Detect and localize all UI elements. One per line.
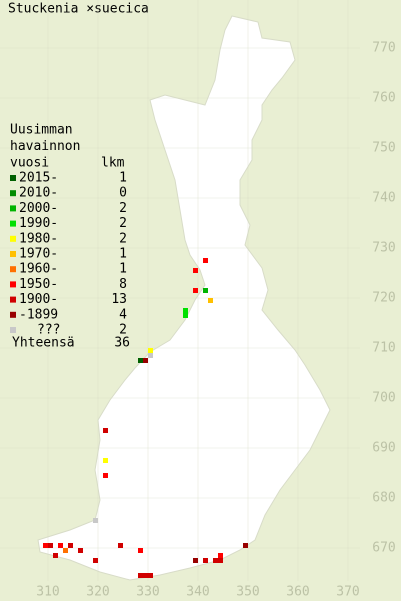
legend-label: 1960- xyxy=(19,262,58,277)
y-tick-label: 710 xyxy=(372,341,395,356)
occurrence-square xyxy=(148,573,153,578)
occurrence-square xyxy=(118,543,123,548)
legend-heading: havainnon xyxy=(10,139,80,154)
legend-label: 2010- xyxy=(19,186,58,201)
occurrence-square xyxy=(93,518,98,523)
occurrence-square xyxy=(183,308,188,313)
occurrence-square xyxy=(203,258,208,263)
legend-swatch xyxy=(10,266,16,273)
legend-label: 1900- xyxy=(19,292,58,307)
occurrence-square xyxy=(183,313,188,318)
occurrence-square xyxy=(103,473,108,478)
occurrence-square xyxy=(218,553,223,558)
occurrence-square xyxy=(243,543,248,548)
legend-count: 2 xyxy=(119,216,127,231)
y-tick-label: 690 xyxy=(372,441,395,456)
legend-swatch xyxy=(10,220,16,227)
y-tick-label: 700 xyxy=(372,391,395,406)
x-tick-label: 320 xyxy=(86,585,109,600)
occurrence-square xyxy=(43,543,48,548)
occurrence-square xyxy=(48,543,53,548)
legend-count: 1 xyxy=(119,262,127,277)
legend-count: 2 xyxy=(119,231,127,246)
legend-swatch xyxy=(10,327,16,333)
legend-swatch xyxy=(10,251,16,257)
legend-swatch xyxy=(10,296,16,303)
legend-count: 4 xyxy=(119,307,127,322)
y-tick-label: 740 xyxy=(372,191,395,206)
legend-label: 2015- xyxy=(19,171,58,186)
legend-total-label: Yhteensä xyxy=(12,336,75,351)
occurrence-square xyxy=(193,558,198,563)
title: Stuckenia ×suecica xyxy=(8,2,149,17)
occurrence-square xyxy=(93,558,98,563)
occurrence-square xyxy=(103,428,108,433)
x-tick-label: 360 xyxy=(286,585,309,600)
legend-heading: vuosi xyxy=(10,156,49,171)
occurrence-square xyxy=(143,358,148,363)
x-tick-label: 370 xyxy=(336,585,359,600)
occurrence-square xyxy=(148,348,153,353)
occurrence-square xyxy=(208,298,213,303)
y-tick-label: 770 xyxy=(372,41,395,56)
y-tick-label: 680 xyxy=(372,491,395,506)
legend-swatch xyxy=(10,205,16,212)
legend-swatch xyxy=(10,175,16,181)
occurrence-square xyxy=(203,288,208,293)
occurrence-square xyxy=(58,543,63,548)
occurrence-square xyxy=(138,548,143,553)
occurrence-square xyxy=(143,573,148,578)
legend-count: 1 xyxy=(119,247,127,262)
legend-count: 8 xyxy=(119,277,127,292)
legend-swatch xyxy=(10,281,16,288)
y-tick-label: 760 xyxy=(372,91,395,106)
legend-label: -1899 xyxy=(19,307,58,322)
legend-swatch xyxy=(10,235,16,242)
occurrence-square xyxy=(78,548,83,553)
x-tick-label: 350 xyxy=(236,585,259,600)
legend-count: 2 xyxy=(119,323,127,338)
legend-label: 1990- xyxy=(19,216,58,231)
legend-count: 2 xyxy=(119,201,127,216)
legend-count-heading: lkm xyxy=(101,156,125,171)
legend-swatch xyxy=(10,311,16,318)
occurrence-square xyxy=(63,548,68,553)
occurrence-square xyxy=(193,268,198,273)
legend-heading: Uusimman xyxy=(10,123,73,138)
legend-swatch xyxy=(10,190,16,197)
occurrence-square xyxy=(103,458,108,463)
y-tick-label: 730 xyxy=(372,241,395,256)
finland-outline xyxy=(37,15,331,581)
legend-count: 1 xyxy=(119,171,127,186)
legend-label: 1980- xyxy=(19,231,58,246)
legend-count: 13 xyxy=(111,292,127,307)
legend-count: 0 xyxy=(119,186,127,201)
occurrence-square xyxy=(53,553,58,558)
occurrence-square xyxy=(203,558,208,563)
occurrence-square xyxy=(193,288,198,293)
occurrence-square xyxy=(148,353,153,358)
occurrence-square xyxy=(138,573,143,578)
occurrence-square xyxy=(213,558,218,563)
legend-total: 36 xyxy=(114,336,130,351)
legend-label: 1970- xyxy=(19,247,58,262)
occurrence-square xyxy=(218,558,223,563)
legend-label: ??? xyxy=(37,323,60,338)
x-tick-label: 330 xyxy=(136,585,159,600)
legend-label: 2000- xyxy=(19,201,58,216)
occurrence-square xyxy=(68,543,73,548)
occurrence-square xyxy=(138,358,143,363)
x-tick-label: 310 xyxy=(36,585,59,600)
x-tick-label: 340 xyxy=(186,585,209,600)
y-tick-label: 670 xyxy=(372,541,395,556)
y-tick-label: 750 xyxy=(372,141,395,156)
y-tick-label: 720 xyxy=(372,291,395,306)
legend-label: 1950- xyxy=(19,277,58,292)
